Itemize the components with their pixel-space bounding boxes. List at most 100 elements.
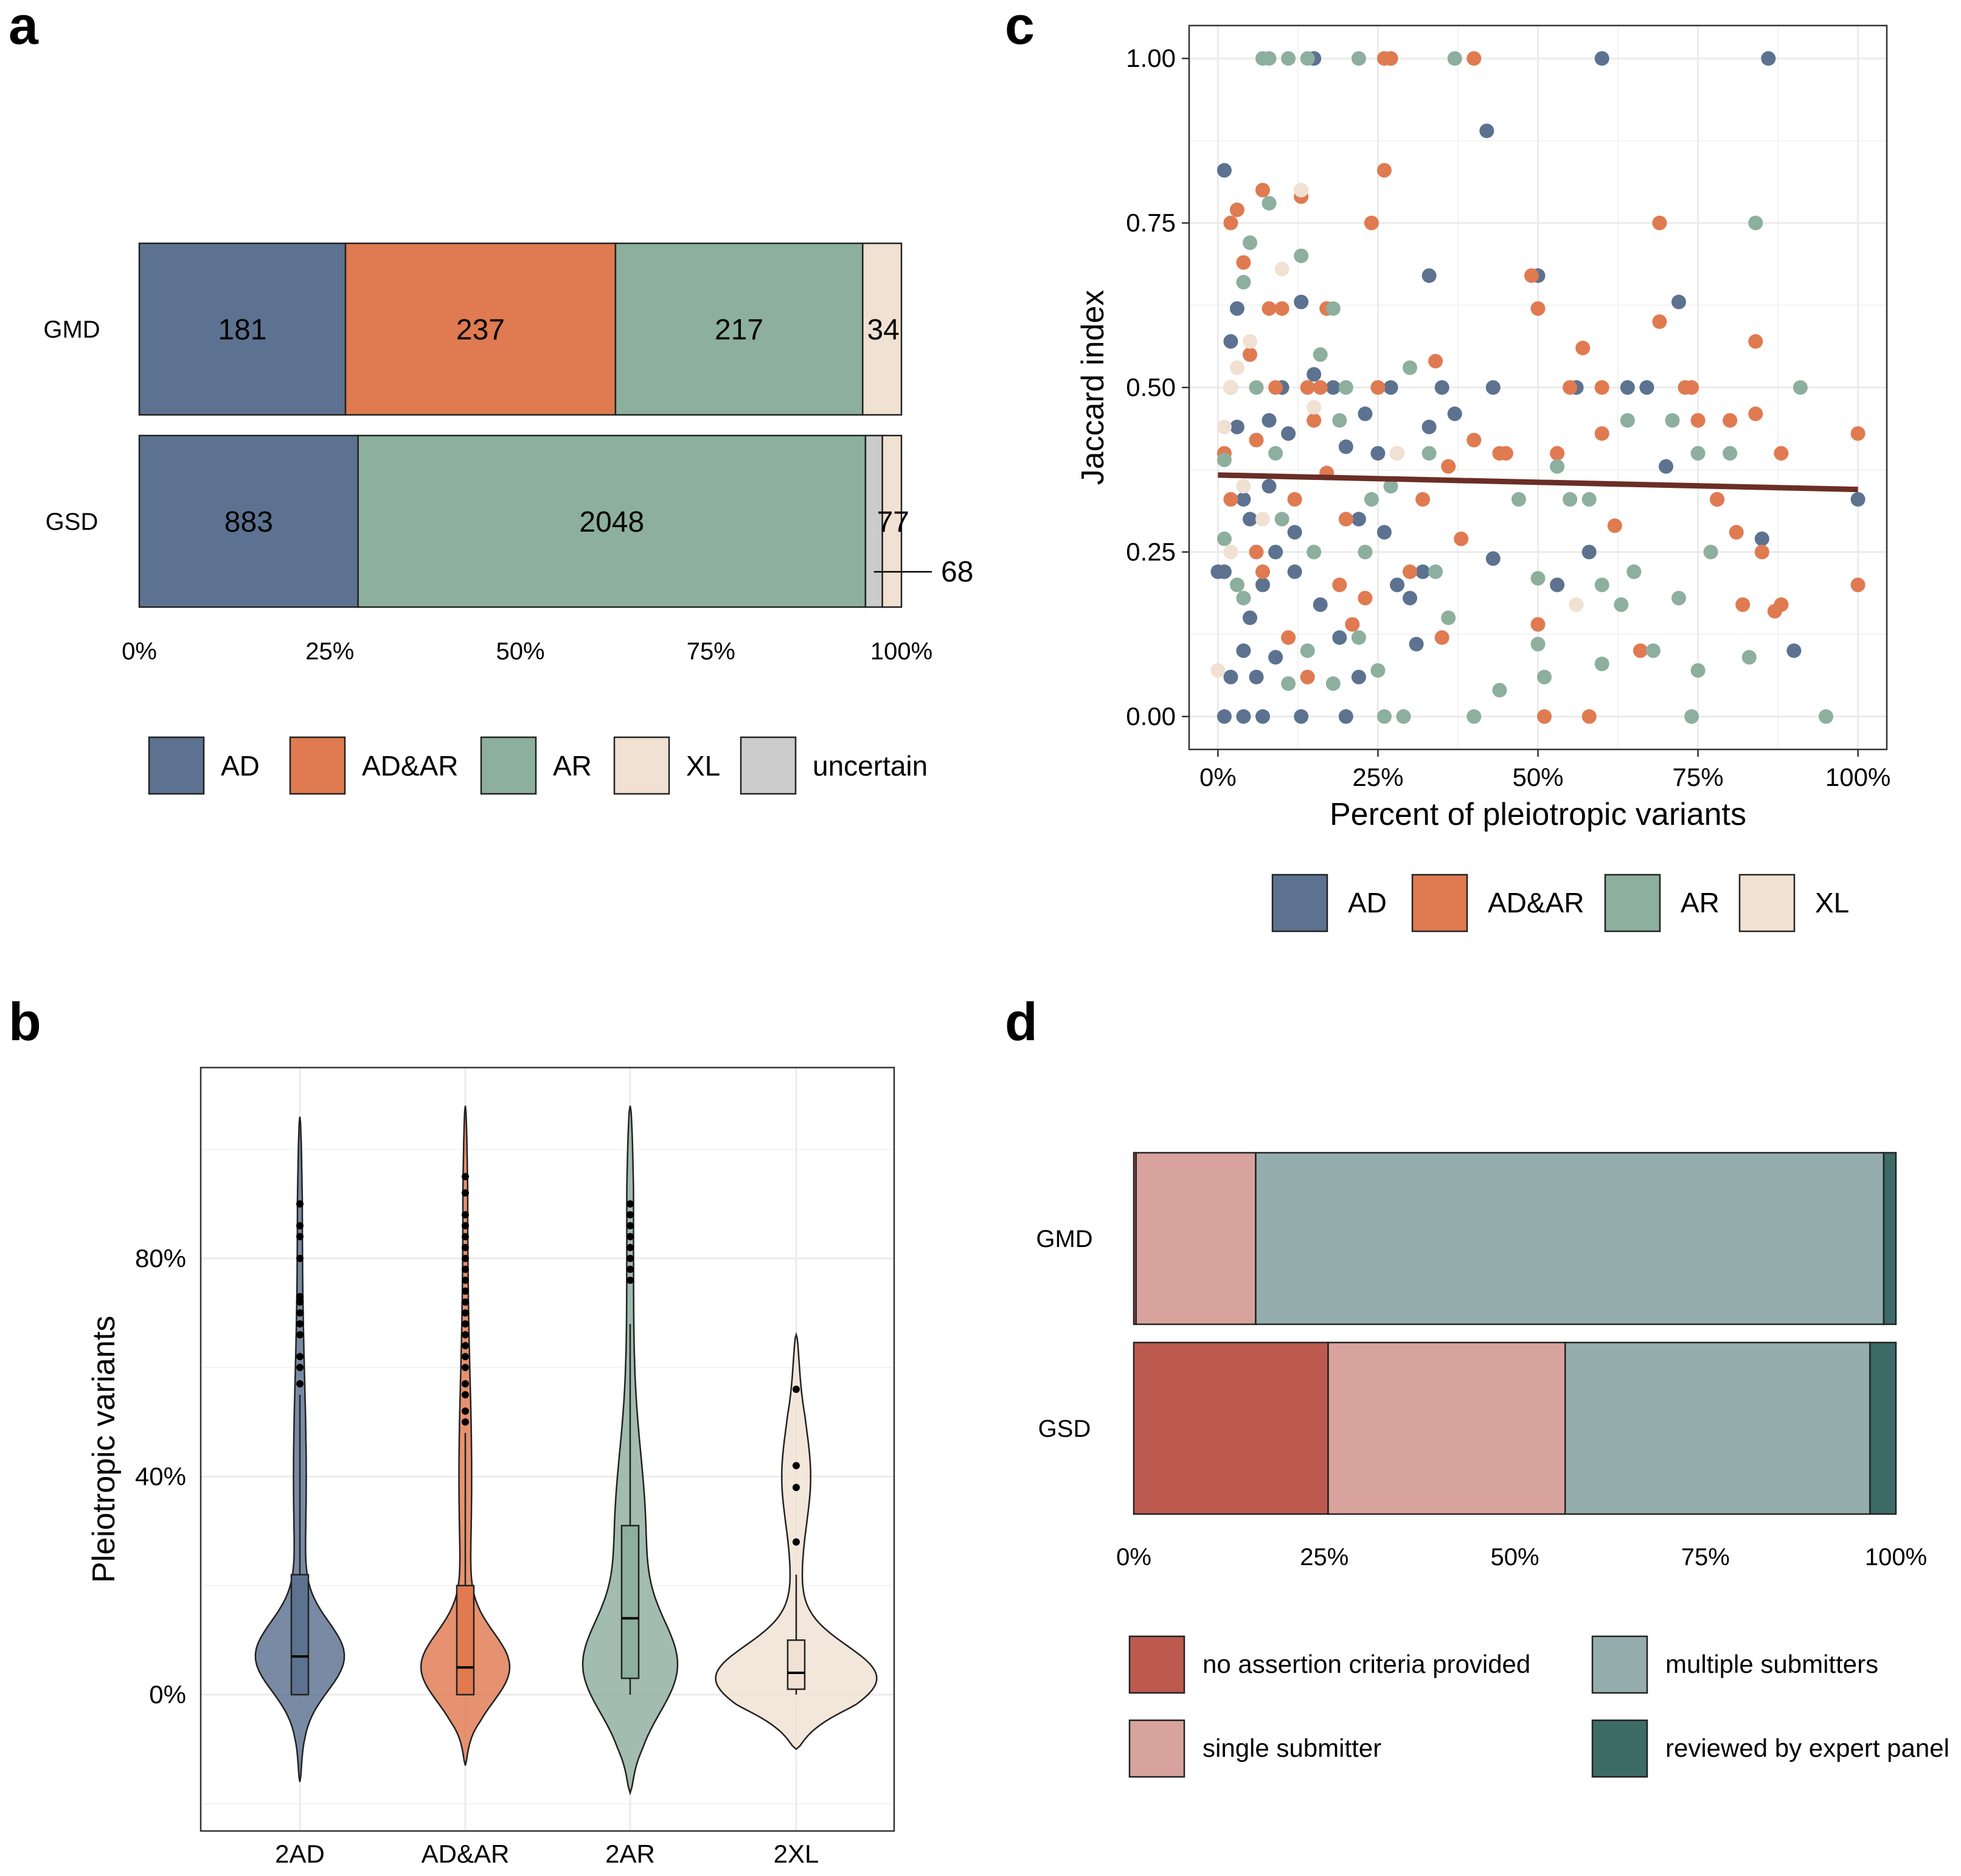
outlier-point <box>793 1484 800 1492</box>
legend-label-single-submitter: single submitter <box>1203 1734 1381 1762</box>
point-ad <box>1262 413 1277 428</box>
outlier-point <box>296 1293 304 1301</box>
point-ar <box>1325 676 1341 691</box>
point-ad <box>1485 551 1501 566</box>
point-ar <box>1217 531 1232 546</box>
bar-multiple-submitters-gmd <box>1255 1152 1885 1325</box>
bar-ad-gsd <box>138 434 359 608</box>
outlier-point <box>462 1221 469 1229</box>
legend-label-ar: AR <box>553 750 592 782</box>
bar-uncertain-gsd <box>864 434 883 608</box>
data-label: 883 <box>224 506 273 538</box>
point-ar <box>1428 564 1443 579</box>
legend-label-xl: XL <box>686 750 720 782</box>
point-ad-and-ar <box>1229 202 1244 217</box>
point-ad-and-ar <box>1774 446 1789 461</box>
outlier-point <box>462 1418 469 1426</box>
legend-label-multiple-submitters: multiple submitters <box>1665 1650 1878 1678</box>
point-ar <box>1684 709 1699 724</box>
point-xl <box>1569 597 1584 612</box>
point-ar <box>1581 492 1597 507</box>
outlier-point <box>296 1320 304 1328</box>
point-ad-and-ar <box>1690 413 1706 428</box>
point-ad <box>1338 709 1353 724</box>
outlier-point <box>296 1221 304 1229</box>
point-ad <box>1358 406 1373 422</box>
outlier-point <box>462 1232 469 1240</box>
point-ar <box>1313 347 1328 362</box>
legend-swatch-reviewed-by-expert-panel <box>1591 1719 1648 1778</box>
point-xl <box>1307 400 1322 415</box>
point-ar <box>1614 597 1629 612</box>
point-ad-and-ar <box>1678 380 1693 395</box>
point-ar <box>1268 446 1283 461</box>
point-ar <box>1671 591 1686 606</box>
point-ad <box>1550 577 1565 592</box>
point-ar <box>1307 544 1322 560</box>
point-ad-and-ar <box>1249 544 1264 560</box>
point-ar <box>1217 453 1232 467</box>
x-tick-label: 2AD <box>275 1840 325 1868</box>
point-ad <box>1754 531 1769 546</box>
point-ad-and-ar <box>1537 709 1552 724</box>
point-xl <box>1390 446 1404 461</box>
bar-ar-gmd <box>614 242 864 416</box>
outlier-point <box>626 1211 634 1219</box>
x-tick-label: 100% <box>1825 763 1890 791</box>
point-ad <box>1659 459 1673 474</box>
outlier-point <box>462 1173 469 1181</box>
y-axis-title: Jaccard index <box>1075 290 1111 485</box>
point-ad-and-ar <box>1710 492 1725 507</box>
outlier-point <box>462 1407 469 1415</box>
legend-label-ad-and-ar: AD&AR <box>1488 887 1584 919</box>
point-ar <box>1332 413 1347 428</box>
point-ad <box>1229 301 1244 316</box>
bar-no-assertion-criteria-provided-gsd <box>1133 1341 1329 1515</box>
point-ar <box>1793 380 1808 395</box>
outlier-point <box>296 1309 304 1317</box>
point-ad <box>1639 380 1654 395</box>
panel-b-violin-plot: 2AD AD&AR 2AR 2XL 0% 40% 80% Pleiotropic varian… <box>86 1066 895 1868</box>
point-ad-and-ar <box>1236 255 1251 270</box>
y-tick-label: GMD <box>1036 1226 1092 1252</box>
point-ad-and-ar <box>1376 163 1392 178</box>
point-ar <box>1243 235 1257 250</box>
box-2xl <box>786 1639 806 1690</box>
point-ar <box>1530 636 1546 651</box>
point-ad-and-ar <box>1434 630 1449 645</box>
x-tick-label: 0% <box>122 638 157 665</box>
point-xl <box>1223 544 1238 560</box>
point-ad <box>1383 380 1398 395</box>
point-ad-and-ar <box>1376 51 1392 66</box>
outlier-point <box>462 1353 469 1361</box>
legend-swatch-ad-and-ar <box>289 736 346 795</box>
point-ar <box>1376 709 1392 724</box>
point-ar <box>1396 709 1411 724</box>
x-tick-label: 50% <box>1490 1544 1539 1571</box>
point-ad-and-ar <box>1652 215 1667 231</box>
x-tick-label: 2AR <box>605 1840 655 1868</box>
x-tick-label: 25% <box>1352 763 1403 791</box>
point-ad <box>1761 51 1776 66</box>
panel-labels: a b c d <box>9 0 1038 1052</box>
point-ar <box>1550 459 1565 474</box>
x-tick-label: 2XL <box>774 1840 819 1868</box>
point-ar <box>1383 479 1398 494</box>
point-ad-and-ar <box>1607 518 1622 533</box>
outlier-point <box>462 1254 469 1262</box>
point-ar <box>1690 446 1706 461</box>
point-ar <box>1594 656 1609 672</box>
point-ad-and-ar <box>1249 433 1264 448</box>
panel-c-scatter-plot: 0.00 0% 0.25 25% 0.50 50% 0.75 75% 1.00 100% Perce… <box>1075 24 1890 933</box>
data-label: 34 <box>867 314 899 346</box>
y-tick-label: 0.25 <box>1126 537 1176 566</box>
legend-swatch-xl <box>1738 874 1796 933</box>
panel-d-stacked-bar: GMD GSD 0% 25% 50% 75% 100% no assertion criter… <box>1036 1152 1949 1778</box>
bar-xl-gsd <box>881 434 903 608</box>
point-xl <box>1255 512 1270 527</box>
outlier-point <box>626 1265 634 1273</box>
point-ar <box>1620 413 1635 428</box>
outlier-point <box>462 1243 469 1251</box>
point-ad-and-ar <box>1748 334 1763 349</box>
outlier-point <box>296 1232 304 1240</box>
